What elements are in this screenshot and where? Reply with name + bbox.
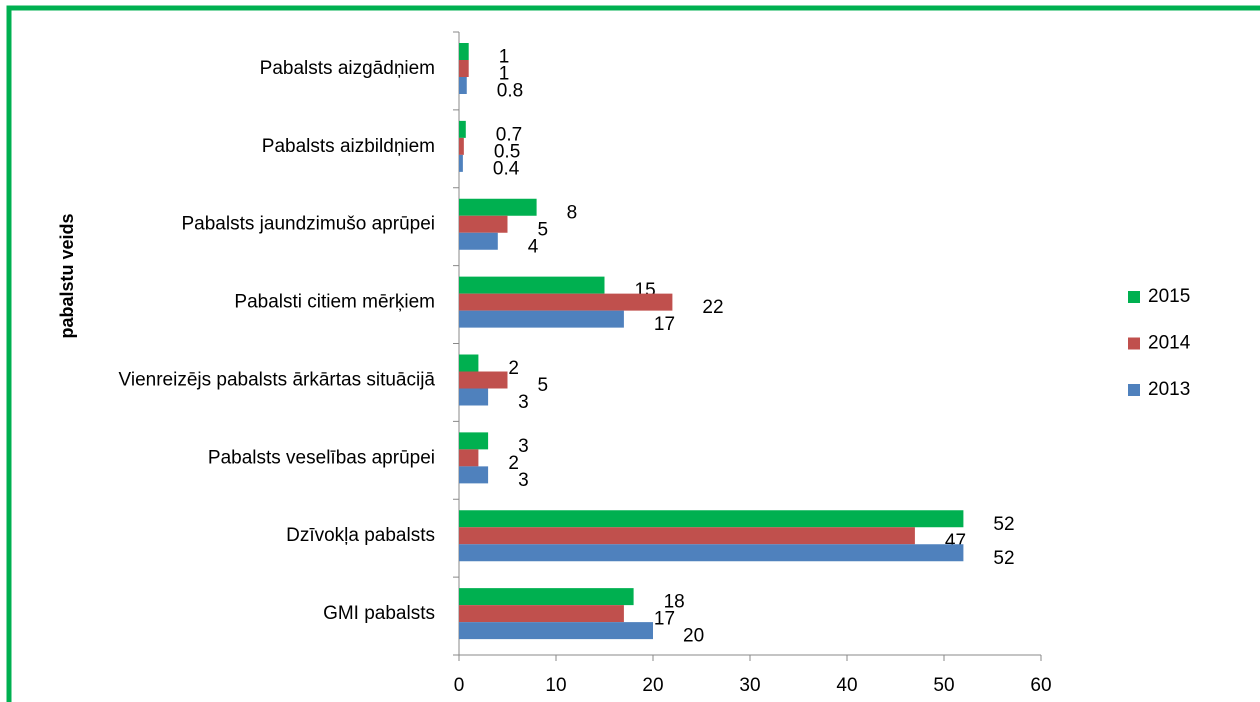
data-label: 3 — [518, 392, 529, 413]
data-label: 5 — [538, 219, 549, 240]
frame — [6, 5, 1260, 702]
data-label: 52 — [993, 514, 1014, 535]
data-label: 1 — [499, 64, 510, 85]
data-label: 52 — [993, 548, 1014, 569]
bar — [459, 371, 508, 389]
y-tick-label: Dzīvokļa pabalsts — [286, 525, 435, 546]
bar — [459, 605, 624, 623]
bar — [459, 154, 463, 172]
data-label: 2 — [508, 453, 519, 474]
data-label: 1 — [499, 47, 510, 68]
bar — [459, 388, 489, 406]
data-label: 0.7 — [496, 124, 522, 145]
x-tick-label: 10 — [545, 675, 566, 696]
bar — [459, 137, 464, 155]
y-tick-label: Pabalsts aizgādņiem — [260, 58, 435, 79]
bar — [459, 622, 653, 640]
legend-label: 2014 — [1148, 333, 1191, 354]
y-tick-label: GMI pabalsts — [323, 603, 435, 624]
bar — [459, 588, 634, 606]
x-tick-label: 50 — [933, 675, 954, 696]
bar — [459, 77, 467, 94]
legend-swatch — [1128, 291, 1140, 303]
bar — [459, 544, 964, 562]
bar — [459, 276, 605, 294]
x-tick-label: 0 — [454, 675, 465, 696]
x-tick-label: 20 — [642, 675, 663, 696]
bar — [459, 43, 469, 60]
y-tick-label: Pabalsts jaundzimušo aprūpei — [182, 214, 436, 235]
bar — [459, 293, 673, 311]
data-label: 3 — [518, 470, 529, 491]
data-label: 0.4 — [493, 158, 520, 179]
data-label: 0.5 — [494, 141, 520, 162]
data-label: 17 — [654, 314, 675, 335]
bar — [459, 510, 964, 528]
y-tick-label: Pabalsts aizbildņiem — [262, 136, 435, 157]
bar — [459, 466, 489, 484]
bar — [459, 449, 479, 467]
y-tick-label: Pabalsti citiem mērķiem — [234, 292, 435, 313]
x-tick-label: 30 — [739, 675, 760, 696]
data-label: 4 — [528, 236, 539, 257]
data-label: 22 — [702, 297, 723, 318]
legend-label: 2013 — [1148, 379, 1190, 400]
data-label: 3 — [518, 436, 529, 457]
bar — [459, 310, 624, 328]
legend-label: 2015 — [1148, 286, 1190, 307]
bar — [459, 232, 498, 250]
y-tick-label: Vienreizējs pabalsts ārkārtas situācijā — [119, 369, 436, 390]
bar — [459, 120, 466, 138]
bar — [459, 60, 469, 77]
y-axis-label: pabalstu veids — [57, 213, 77, 338]
bar — [459, 198, 537, 216]
x-tick-label: 60 — [1030, 675, 1051, 696]
bar — [459, 354, 479, 372]
data-label: 18 — [664, 592, 685, 613]
data-label: 2 — [508, 358, 519, 379]
bar — [459, 527, 915, 545]
x-tick-label: 40 — [836, 675, 857, 696]
bar — [459, 215, 508, 233]
data-label: 5 — [538, 375, 549, 396]
data-label: 20 — [683, 626, 704, 647]
bar — [459, 432, 489, 450]
data-label: 8 — [567, 202, 578, 223]
data-label: 17 — [654, 609, 675, 630]
data-label: 0.8 — [497, 81, 523, 102]
y-tick-label: Pabalsts veselības aprūpei — [208, 447, 435, 468]
legend-swatch — [1128, 337, 1140, 350]
legend-swatch — [1128, 384, 1140, 396]
